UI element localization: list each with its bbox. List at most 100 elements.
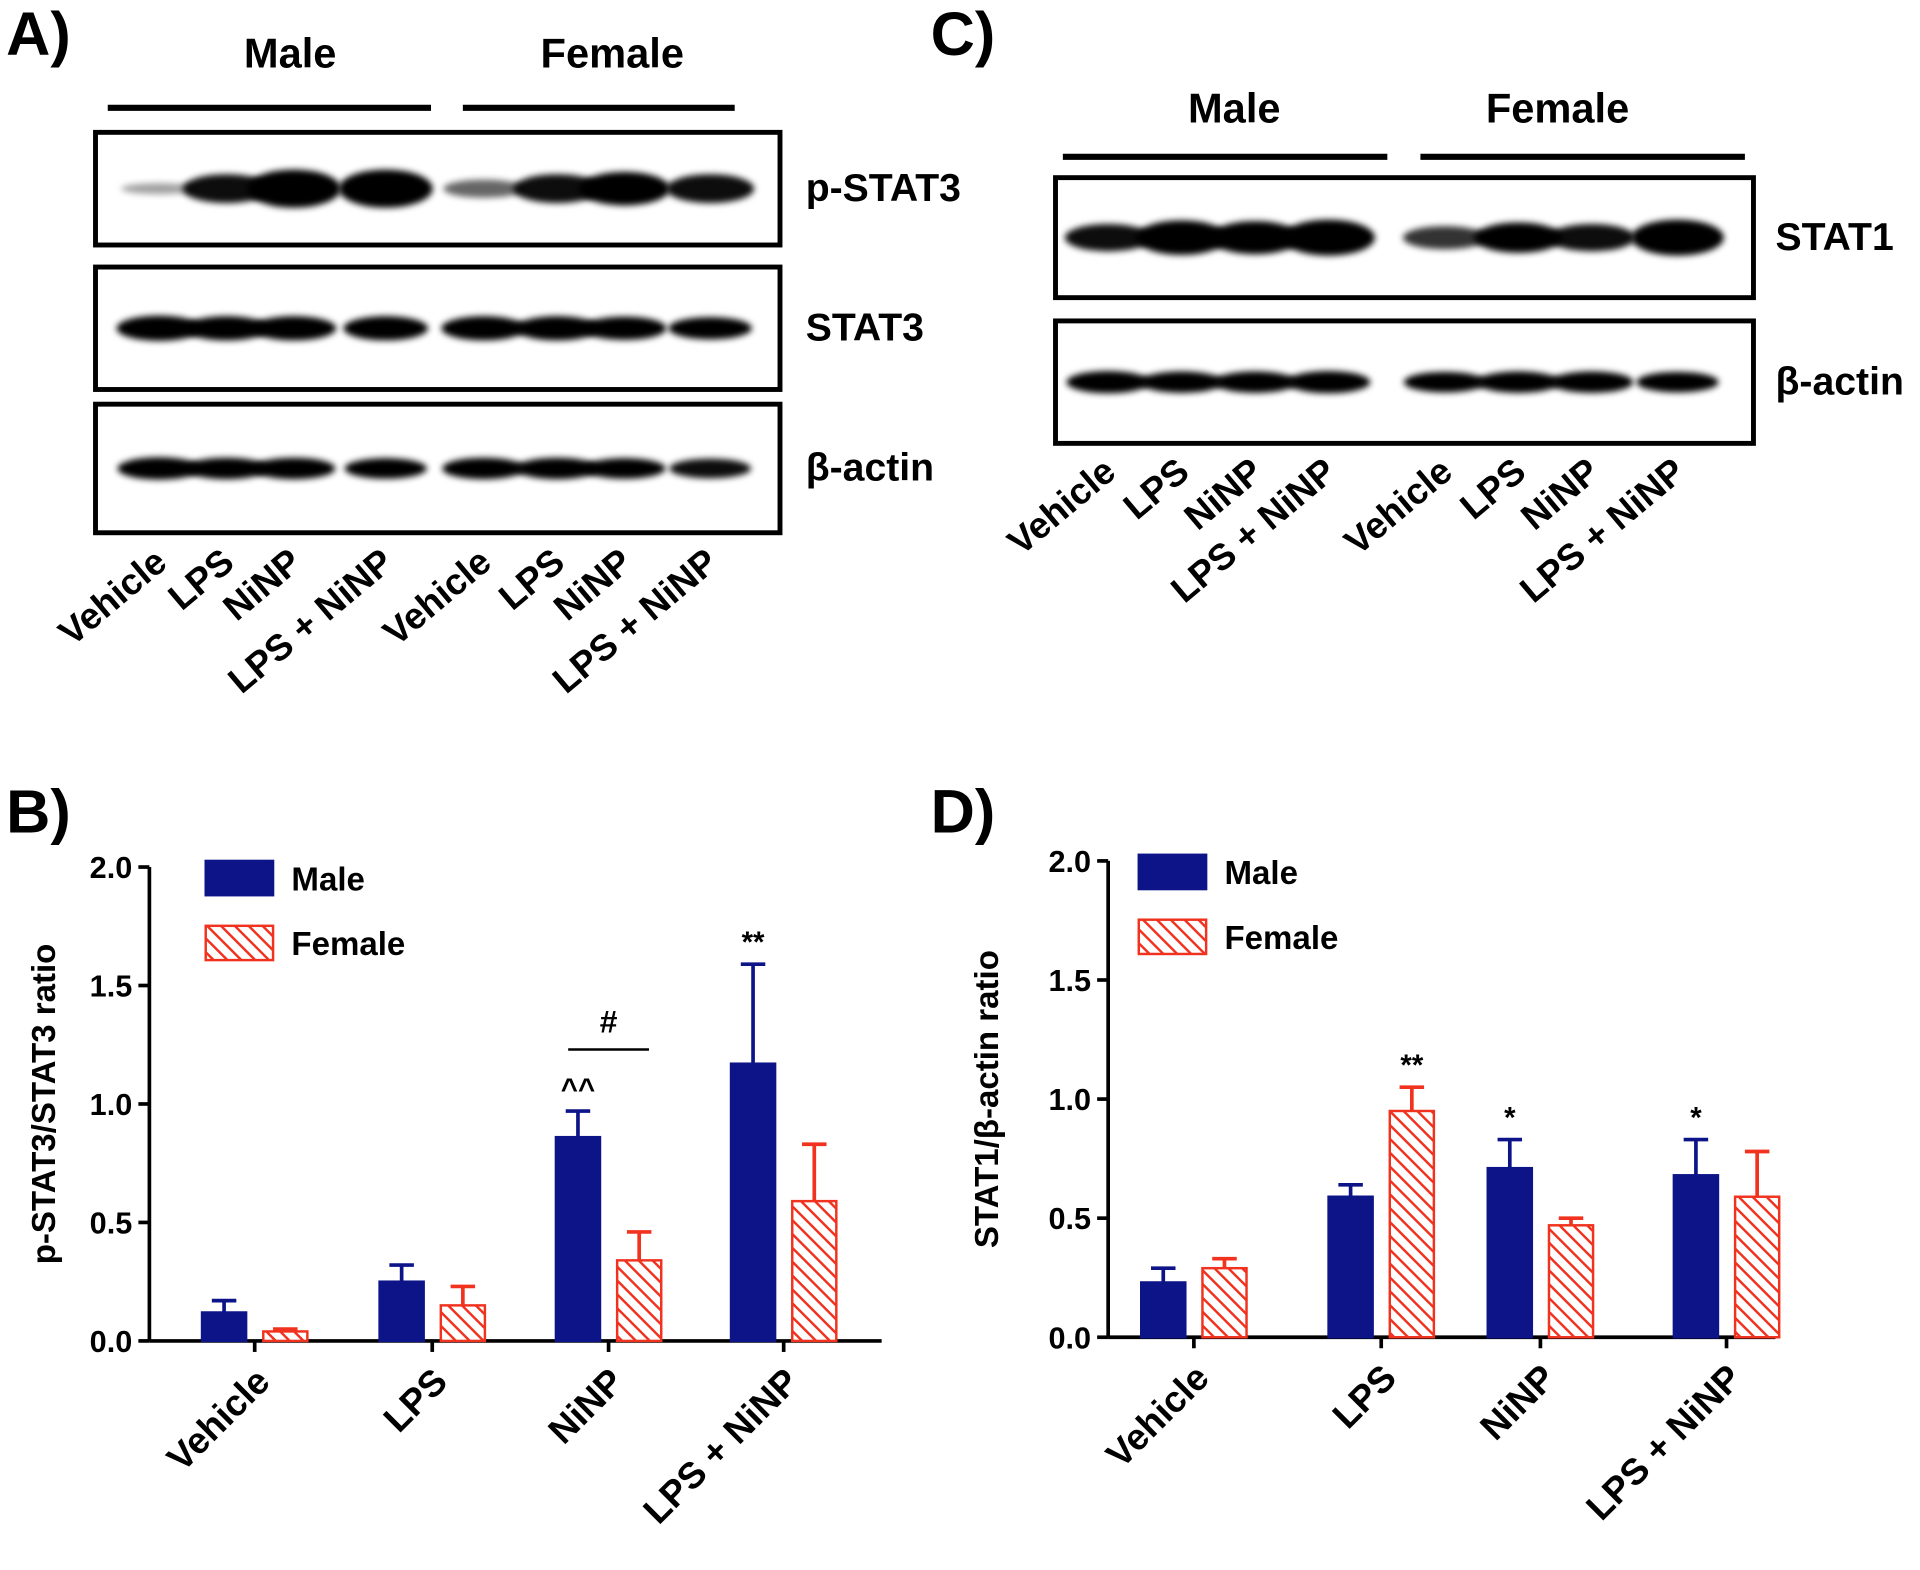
blot-band: [1209, 221, 1301, 255]
lane-label: Vehicle: [1000, 450, 1123, 563]
bar: [1733, 1195, 1781, 1339]
group-label: Female: [541, 29, 684, 76]
y-tick-label: 0.0: [90, 1325, 133, 1359]
y-tick-label: 2.0: [90, 851, 133, 885]
legend-label: Female: [1224, 920, 1338, 957]
blot-band: [1286, 370, 1371, 394]
blot-band: [1631, 219, 1724, 256]
row-label: β-actin: [806, 447, 934, 490]
x-tick-label: LPS + NiNP: [1578, 1357, 1749, 1528]
blot-band: [443, 179, 525, 198]
x-tick-label: Vehicle: [1098, 1357, 1216, 1475]
y-axis-label: p-STAT3/STAT3 ratio: [26, 944, 63, 1265]
panel-label: C): [931, 0, 996, 68]
significance-label: **: [742, 926, 765, 959]
blot-band: [184, 316, 269, 341]
blot-band: [1402, 226, 1487, 250]
legend-swatch: [204, 924, 275, 962]
blot-band: [116, 315, 202, 341]
blot-band: [1403, 371, 1487, 393]
blot-band: [1064, 223, 1152, 252]
significance-label: **: [1400, 1049, 1423, 1082]
panel-label: D): [931, 778, 996, 846]
blot-band: [442, 457, 526, 480]
bar: [791, 1199, 838, 1343]
blot-band: [1135, 220, 1228, 255]
bar: [262, 1330, 309, 1343]
blot-band: [121, 183, 198, 195]
y-tick-label: 0.5: [90, 1206, 133, 1240]
blot-band: [1282, 219, 1375, 256]
bar: [1388, 1109, 1436, 1339]
blot-band: [582, 316, 667, 340]
blot-band: [117, 457, 201, 480]
panel-label: B): [6, 778, 71, 846]
blot-band: [1473, 222, 1563, 253]
group-label: Male: [244, 29, 337, 76]
lane-label: Vehicle: [1337, 450, 1460, 563]
x-tick-label: LPS: [376, 1360, 455, 1439]
y-tick-label: 1.0: [90, 1088, 133, 1122]
blot-band: [668, 317, 752, 340]
bar: [200, 1311, 248, 1343]
blot-band: [1213, 371, 1297, 393]
blot-band: [1476, 371, 1560, 393]
legend-swatch: [1137, 853, 1208, 891]
y-tick-label: 2.0: [1048, 845, 1091, 879]
y-tick-label: 0.0: [1048, 1321, 1091, 1355]
y-tick-label: 1.0: [1048, 1083, 1091, 1117]
blot-band: [344, 458, 427, 479]
significance-label: *: [1504, 1101, 1516, 1134]
bar: [1486, 1166, 1534, 1339]
group-label: Female: [1486, 85, 1629, 132]
significance-label: *: [1690, 1101, 1702, 1134]
panel-label: A): [6, 0, 71, 68]
row-label: β-actin: [1776, 360, 1904, 403]
legend-label: Male: [1224, 855, 1297, 892]
bar: [1327, 1195, 1374, 1339]
x-tick-label: NiNP: [1472, 1357, 1563, 1448]
blot-band: [182, 174, 271, 204]
blot-band: [669, 458, 752, 479]
legend-swatch: [1137, 918, 1208, 956]
blot-band: [1550, 371, 1634, 393]
bar: [439, 1304, 487, 1343]
y-tick-label: 0.5: [1048, 1202, 1091, 1236]
blot-band: [579, 171, 670, 206]
row-label: STAT1: [1776, 216, 1894, 259]
y-tick-label: 1.5: [90, 970, 133, 1004]
y-axis-label: STAT1/β-actin ratio: [969, 950, 1006, 1248]
blot-band: [514, 316, 600, 341]
blot-band: [1548, 223, 1636, 252]
blot-band: [1636, 371, 1719, 393]
blot-band: [441, 316, 527, 341]
blot-band: [343, 316, 429, 341]
row-label: STAT3: [806, 307, 924, 350]
legend-label: Female: [291, 926, 405, 963]
blot-band: [251, 316, 337, 341]
bracket-label: #: [600, 1003, 618, 1039]
blot-band: [185, 457, 268, 480]
bar: [1672, 1174, 1720, 1339]
blot-band: [513, 174, 602, 204]
blot-band: [252, 457, 336, 480]
blot-band: [1066, 370, 1150, 394]
bar: [1547, 1224, 1595, 1339]
legend-swatch: [204, 859, 275, 897]
bar: [378, 1280, 425, 1343]
lane-label: Vehicle: [375, 541, 498, 654]
bar: [729, 1062, 777, 1343]
blot-band: [338, 169, 433, 208]
lane-label: Vehicle: [51, 541, 174, 654]
x-tick-label: LPS + NiNP: [635, 1360, 806, 1531]
row-label: p-STAT3: [806, 167, 961, 210]
x-tick-label: Vehicle: [159, 1360, 277, 1478]
bar: [1140, 1281, 1187, 1339]
bar: [615, 1259, 663, 1343]
blot-band: [246, 169, 341, 208]
x-tick-label: LPS: [1325, 1357, 1404, 1436]
x-tick-label: NiNP: [540, 1360, 631, 1451]
significance-label: ^^: [561, 1073, 595, 1106]
blot-band: [583, 458, 666, 479]
